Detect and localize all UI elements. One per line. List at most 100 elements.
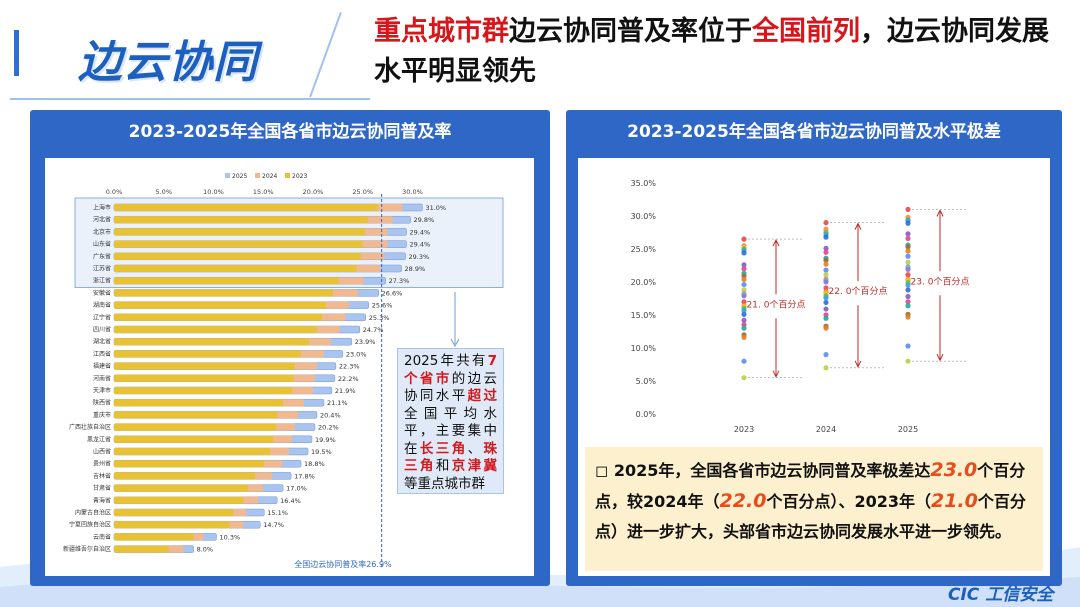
bar-2023 [114, 545, 169, 553]
y-tick-label: 35.0% [631, 179, 657, 188]
category-label: 重庆市 [93, 411, 111, 419]
scatter-point-2024 [823, 220, 829, 226]
value-label: 22.3% [339, 363, 360, 371]
scatter-point-2024 [823, 365, 829, 371]
bar-2023 [114, 448, 271, 455]
category-label: 云南省 [93, 533, 111, 541]
bar-2023 [114, 435, 274, 443]
scatter-point-2025 [905, 287, 911, 293]
scatter-point-2024 [823, 234, 829, 240]
scatter-point-2023 [741, 307, 747, 313]
value-label: 20.2% [318, 424, 339, 432]
y-tick-label: 5.0% [636, 377, 657, 386]
value-label: 19.9% [315, 436, 336, 444]
scatter-point-2025 [905, 343, 911, 349]
x-tick-label: 10.0% [203, 188, 224, 196]
summary-number: 21.0 [930, 490, 978, 512]
x-tick-label: 0.0% [106, 188, 123, 196]
scatter-point-2024 [823, 245, 829, 251]
callout-text: 超过 [467, 388, 498, 404]
category-label: 四川省 [93, 326, 111, 334]
scatter-point-2025 [905, 272, 911, 278]
category-label: 广东省 [93, 252, 111, 260]
category-label: 湖北省 [93, 338, 111, 346]
category-label: 河北省 [93, 216, 111, 224]
category-label: 湖南省 [93, 301, 111, 309]
section-badge: 边云协同 [78, 37, 258, 88]
scatter-point-2024 [823, 267, 829, 273]
headline-part: 边云协同普及率位于 [509, 16, 752, 47]
value-label: 29.4% [410, 241, 431, 249]
value-label: 17.0% [286, 485, 307, 493]
page-headline: 重点城市群边云协同普及率位于全国前列，边云协同发展水平明显领先 [374, 12, 1064, 92]
category-label: 上海市 [93, 204, 111, 212]
scatter-point-2025 [905, 299, 911, 305]
bar-2023 [114, 472, 256, 480]
category-label: 江西省 [93, 350, 111, 358]
scatter-point-2025 [905, 314, 911, 320]
value-label: 23.9% [355, 338, 376, 346]
bar-2023 [114, 411, 278, 419]
range-arrow-head-up [772, 238, 780, 247]
range-dot-chart: 0.0% 5.0% 10.0% 15.0% 20.0% 25.0% 30.0% 35.0% 20… [631, 179, 970, 434]
callout-text: 珠三角 [404, 440, 498, 475]
callout-text: 、 [467, 440, 484, 457]
bar-2023 [114, 509, 234, 516]
x-tick-label: 30.0% [402, 188, 423, 196]
bar-2023 [114, 362, 296, 370]
bar-2023 [114, 289, 333, 297]
callout-text: 全国平均水平，主要集中在 [404, 405, 497, 457]
bar-2023 [114, 301, 326, 309]
scatter-point-2023 [741, 293, 747, 299]
value-label: 8.0% [197, 546, 214, 554]
category-label: 黑龙江省 [87, 435, 111, 443]
y-tick-label: 0.0% [636, 410, 657, 419]
value-label: 29.8% [414, 216, 435, 224]
y-tick-label: 30.0% [631, 212, 657, 221]
category-label: 贵州省 [93, 460, 111, 468]
y-tick-label: 10.0% [631, 344, 657, 353]
scatter-point-2024 [823, 325, 829, 331]
legend-label: 2025 [232, 173, 247, 180]
value-label: 22.2% [338, 375, 359, 383]
value-label: 16.4% [280, 497, 301, 505]
summary-text: 个百分点）进一步扩大，头部省市边云协同发展水平进一步领先。 [595, 492, 1026, 541]
value-label: 29.3% [409, 253, 430, 261]
summary-text: 个百分点，较2024年（ [595, 461, 1026, 511]
scatter-point-2023 [741, 375, 747, 381]
scatter-point-2024 [823, 306, 829, 312]
scatter-point-2023 [741, 250, 747, 256]
range-label-2025: 23. 0个百分点 [911, 276, 970, 287]
bar-2023 [114, 399, 284, 407]
value-label: 25.3% [369, 314, 390, 322]
scatter-point-2024 [823, 299, 829, 306]
bar-2023 [114, 277, 339, 285]
value-label: 27.3% [389, 277, 410, 285]
bar-2023 [114, 216, 368, 224]
scatter-point-2025 [905, 206, 911, 212]
bar-2023 [114, 265, 357, 272]
y-tick-label: 25.0% [631, 245, 657, 254]
province-bar-chart: 2025 2024 2023 0.0% 5.0% 10.0% 15.0% 20.0% 25.0%… [63, 173, 504, 569]
scatter-point-2025 [905, 253, 911, 259]
bar-2023 [114, 387, 293, 394]
callout-text: 2025年共有 [404, 353, 488, 369]
legend-label: 2023 [292, 173, 307, 180]
range-arrow-head-up [936, 209, 944, 217]
legend-label: 2024 [262, 173, 277, 180]
range-label-2024: 22. 0个百分点 [829, 286, 888, 297]
bar-2023 [114, 533, 194, 541]
callout-box: 2025年共有7个省市的边云协同水平超过全国平均水平，主要集中在长三角、珠三角和… [397, 348, 504, 494]
scatter-point-2025 [905, 259, 911, 265]
category-label: 辽宁省 [93, 313, 111, 321]
range-arrow-head-down [936, 353, 944, 362]
range-label-2023: 21. 0个百分点 [747, 299, 806, 310]
category-label: 吉林省 [93, 472, 111, 480]
bar-2023 [114, 313, 322, 321]
scatter-point-2025 [905, 231, 911, 237]
callout-arrow-head [450, 338, 460, 348]
national-average-label: 全国边云协同普及率26.9% [294, 559, 392, 569]
bar-2023 [114, 204, 378, 211]
summary-number: 23.0 [930, 459, 978, 481]
category-label: 福建省 [93, 362, 111, 370]
